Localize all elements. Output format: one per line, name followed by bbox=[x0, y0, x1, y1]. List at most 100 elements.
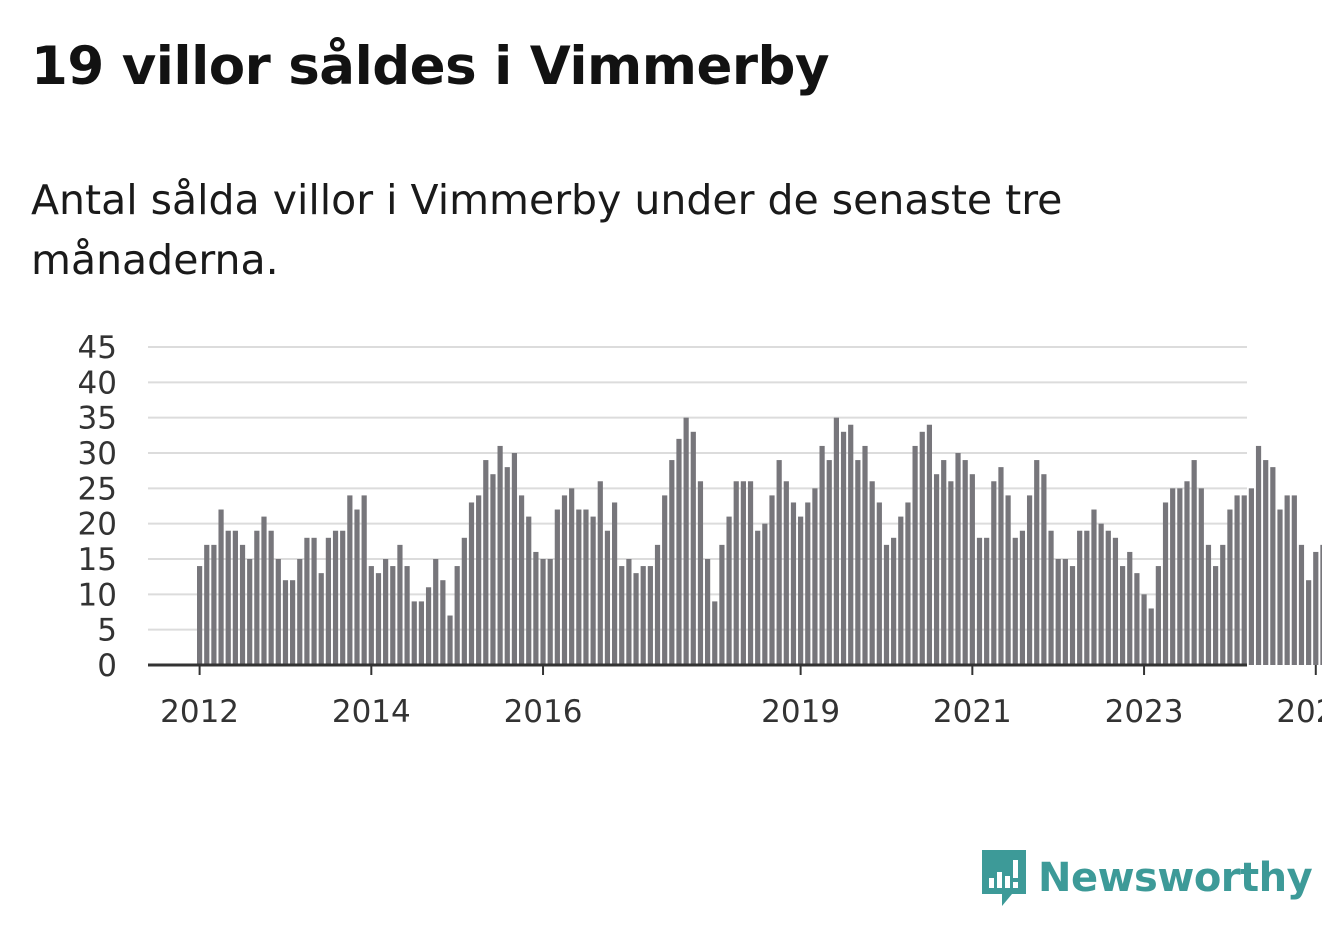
bar bbox=[762, 523, 768, 665]
y-tick-label: 5 bbox=[97, 613, 117, 649]
bar bbox=[397, 544, 403, 665]
bar bbox=[1055, 559, 1061, 665]
bar bbox=[933, 474, 940, 665]
bar bbox=[747, 481, 754, 665]
bar bbox=[497, 445, 503, 665]
bar bbox=[1062, 559, 1068, 665]
y-tick-label: 20 bbox=[78, 507, 117, 543]
bar bbox=[805, 502, 811, 665]
chart-title: 19 villor såldes i Vimmerby bbox=[31, 36, 830, 97]
bar bbox=[1069, 566, 1076, 665]
bar bbox=[576, 509, 582, 665]
bar bbox=[984, 537, 990, 665]
bar bbox=[1134, 573, 1140, 665]
bar bbox=[812, 488, 818, 665]
bar bbox=[1091, 509, 1097, 665]
bar bbox=[712, 601, 718, 665]
bar bbox=[461, 537, 467, 665]
bar bbox=[1248, 488, 1254, 665]
bar bbox=[633, 573, 639, 665]
bar bbox=[619, 566, 625, 665]
y-tick-label: 30 bbox=[78, 436, 117, 472]
bar bbox=[375, 573, 382, 665]
bar bbox=[840, 431, 847, 665]
bar bbox=[1298, 544, 1305, 665]
brand-name: Newsworthy bbox=[1038, 855, 1313, 901]
bar bbox=[311, 537, 317, 665]
bar bbox=[483, 460, 489, 665]
bar bbox=[1191, 460, 1197, 665]
x-tick-label: 2014 bbox=[332, 694, 411, 730]
bar bbox=[1127, 551, 1133, 665]
bar bbox=[354, 509, 360, 665]
bar bbox=[390, 566, 396, 665]
bar bbox=[891, 537, 897, 665]
bar bbox=[518, 495, 525, 665]
bar bbox=[1112, 537, 1119, 665]
bar bbox=[969, 474, 975, 665]
bar bbox=[669, 460, 675, 665]
bar bbox=[239, 544, 246, 665]
bar bbox=[719, 544, 725, 665]
bar bbox=[697, 481, 704, 665]
bar bbox=[941, 460, 947, 665]
bar bbox=[733, 481, 739, 665]
bar bbox=[826, 460, 832, 665]
bar bbox=[468, 502, 475, 665]
bar bbox=[554, 509, 560, 665]
bar bbox=[1084, 530, 1090, 665]
bar bbox=[368, 566, 374, 665]
bar bbox=[225, 530, 231, 665]
bar bbox=[1184, 481, 1190, 665]
bar bbox=[383, 559, 389, 665]
bar bbox=[1241, 495, 1247, 665]
bar bbox=[197, 566, 203, 665]
bar bbox=[883, 544, 890, 665]
bar bbox=[705, 559, 711, 665]
bar bbox=[976, 537, 983, 665]
bar bbox=[962, 460, 968, 665]
bar bbox=[1119, 566, 1126, 665]
bar bbox=[275, 559, 281, 665]
y-tick-label: 35 bbox=[78, 401, 117, 437]
bar bbox=[1162, 502, 1169, 665]
bar bbox=[261, 516, 267, 665]
bar bbox=[332, 530, 339, 665]
bar bbox=[325, 537, 331, 665]
bar bbox=[862, 445, 868, 665]
bar bbox=[798, 516, 804, 665]
y-tick-label: 15 bbox=[78, 542, 117, 578]
bar bbox=[926, 424, 933, 665]
bar bbox=[211, 544, 217, 665]
bar bbox=[1098, 523, 1104, 665]
bar bbox=[1077, 530, 1083, 665]
bar bbox=[647, 566, 653, 665]
x-tick-label: 2019 bbox=[761, 694, 840, 730]
bar bbox=[898, 516, 904, 665]
bar bbox=[676, 438, 682, 665]
bar bbox=[290, 580, 296, 665]
bar bbox=[1313, 551, 1319, 665]
bar bbox=[454, 566, 460, 665]
bar bbox=[1141, 594, 1147, 665]
bar bbox=[1198, 488, 1204, 665]
bar bbox=[447, 615, 453, 665]
bar bbox=[740, 481, 746, 665]
bar bbox=[597, 481, 603, 665]
y-tick-label: 45 bbox=[78, 330, 117, 366]
bar bbox=[1263, 460, 1269, 665]
bar bbox=[1255, 445, 1262, 665]
bar bbox=[340, 530, 346, 665]
bar bbox=[1284, 495, 1290, 665]
bar bbox=[247, 559, 253, 665]
bar bbox=[504, 467, 510, 665]
bar bbox=[855, 460, 861, 665]
bar bbox=[1277, 509, 1283, 665]
bar bbox=[490, 474, 496, 665]
bar bbox=[254, 530, 260, 665]
bar bbox=[433, 559, 439, 665]
bar bbox=[726, 516, 732, 665]
bar bbox=[654, 544, 661, 665]
bar bbox=[626, 559, 632, 665]
bar bbox=[526, 516, 532, 665]
